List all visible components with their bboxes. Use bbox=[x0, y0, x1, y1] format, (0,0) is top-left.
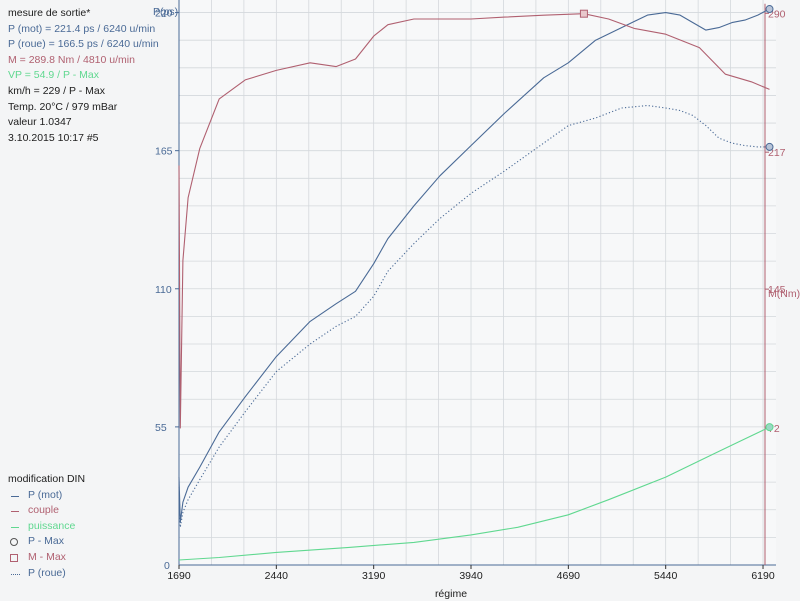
grid bbox=[178, 0, 776, 565]
y-left-tick-label: 0 bbox=[164, 560, 170, 572]
info-title: mesure de sortie* bbox=[8, 7, 91, 19]
x-axis-label: régime bbox=[435, 588, 467, 600]
marker-m-max bbox=[579, 9, 588, 18]
x-tick-label: 1690 bbox=[167, 570, 191, 582]
axes: P(ps) M(Nm) régime 1690 2440 3190 3940 4690 5… bbox=[153, 0, 800, 600]
marker-p-max bbox=[765, 5, 774, 14]
series-couple bbox=[178, 13, 770, 429]
legend-item-puissance: puissance bbox=[8, 519, 85, 535]
legend-label: M - Max bbox=[28, 550, 66, 563]
y-left-tick-label: 220 bbox=[155, 8, 173, 20]
info-temp: Temp. 20°C / 979 mBar bbox=[8, 100, 118, 113]
legend-label: P (mot) bbox=[28, 488, 63, 501]
y-axis-left-label: P(ps) bbox=[153, 6, 178, 18]
y-left-tick-label: 110 bbox=[155, 284, 172, 296]
info-p-mot: P (mot) = 221.4 ps / 6240 u/min bbox=[8, 22, 156, 35]
legend-label: puissance bbox=[28, 519, 76, 532]
legend-item-p-roue: P (roue) bbox=[8, 566, 85, 582]
marker-p-max bbox=[765, 142, 774, 151]
series-layer bbox=[178, 8, 770, 561]
x-tick-label: 6190 bbox=[751, 570, 775, 582]
line-symbol-icon bbox=[11, 526, 19, 528]
legend-item-p-max: P - Max bbox=[8, 534, 85, 550]
circle-marker-icon bbox=[10, 538, 18, 547]
series-puissance bbox=[178, 426, 770, 561]
dotted-line-icon bbox=[11, 573, 20, 575]
plot-area bbox=[179, 0, 776, 565]
legend-item-couple: couple bbox=[8, 503, 85, 519]
info-speed: km/h = 229 / P - Max bbox=[8, 84, 105, 97]
y-axis-right-label: M(Nm) bbox=[768, 288, 800, 300]
y-right-tick-label: 145 bbox=[768, 284, 786, 296]
info-vp: VP = 54.9 / P - Max bbox=[8, 69, 99, 82]
x-tick-label: 3940 bbox=[459, 570, 483, 582]
x-tick-label: 4690 bbox=[557, 570, 581, 582]
line-symbol-icon bbox=[11, 511, 19, 513]
y-left-tick-label: 55 bbox=[155, 422, 167, 434]
marker-p-max bbox=[765, 423, 774, 432]
legend-item-p-mot: P (mot) bbox=[8, 488, 85, 504]
square-marker-icon bbox=[10, 553, 18, 562]
line-symbol-icon bbox=[11, 495, 19, 497]
y-right-tick-label: 72 bbox=[768, 423, 780, 435]
legend: modification DIN P (mot) couple puissanc… bbox=[8, 472, 85, 581]
info-torque: M = 289.8 Nm / 4810 u/min bbox=[8, 53, 135, 66]
info-valeur: valeur 1.0347 bbox=[8, 116, 72, 129]
legend-item-m-max: M - Max bbox=[8, 550, 85, 566]
x-tick-label: 5440 bbox=[654, 570, 678, 582]
y-right-tick-label: 217 bbox=[768, 147, 786, 159]
series-p-mot bbox=[178, 8, 770, 523]
measurement-info: mesure de sortie* P (mot) = 221.4 ps / 6… bbox=[8, 6, 159, 146]
info-date: 3.10.2015 10:17 #5 bbox=[8, 131, 99, 144]
series-p-roue bbox=[178, 104, 770, 528]
markers-layer bbox=[579, 5, 774, 432]
x-tick-label: 3190 bbox=[362, 570, 386, 582]
legend-label: couple bbox=[28, 504, 59, 517]
legend-label: P (roue) bbox=[28, 566, 66, 579]
x-tick-label: 2440 bbox=[265, 570, 289, 582]
legend-title: modification DIN bbox=[8, 473, 86, 485]
y-left-tick-label: 165 bbox=[155, 146, 173, 158]
legend-label: P - Max bbox=[28, 535, 64, 548]
info-p-roue: P (roue) = 166.5 ps / 6240 u/min bbox=[8, 38, 159, 51]
